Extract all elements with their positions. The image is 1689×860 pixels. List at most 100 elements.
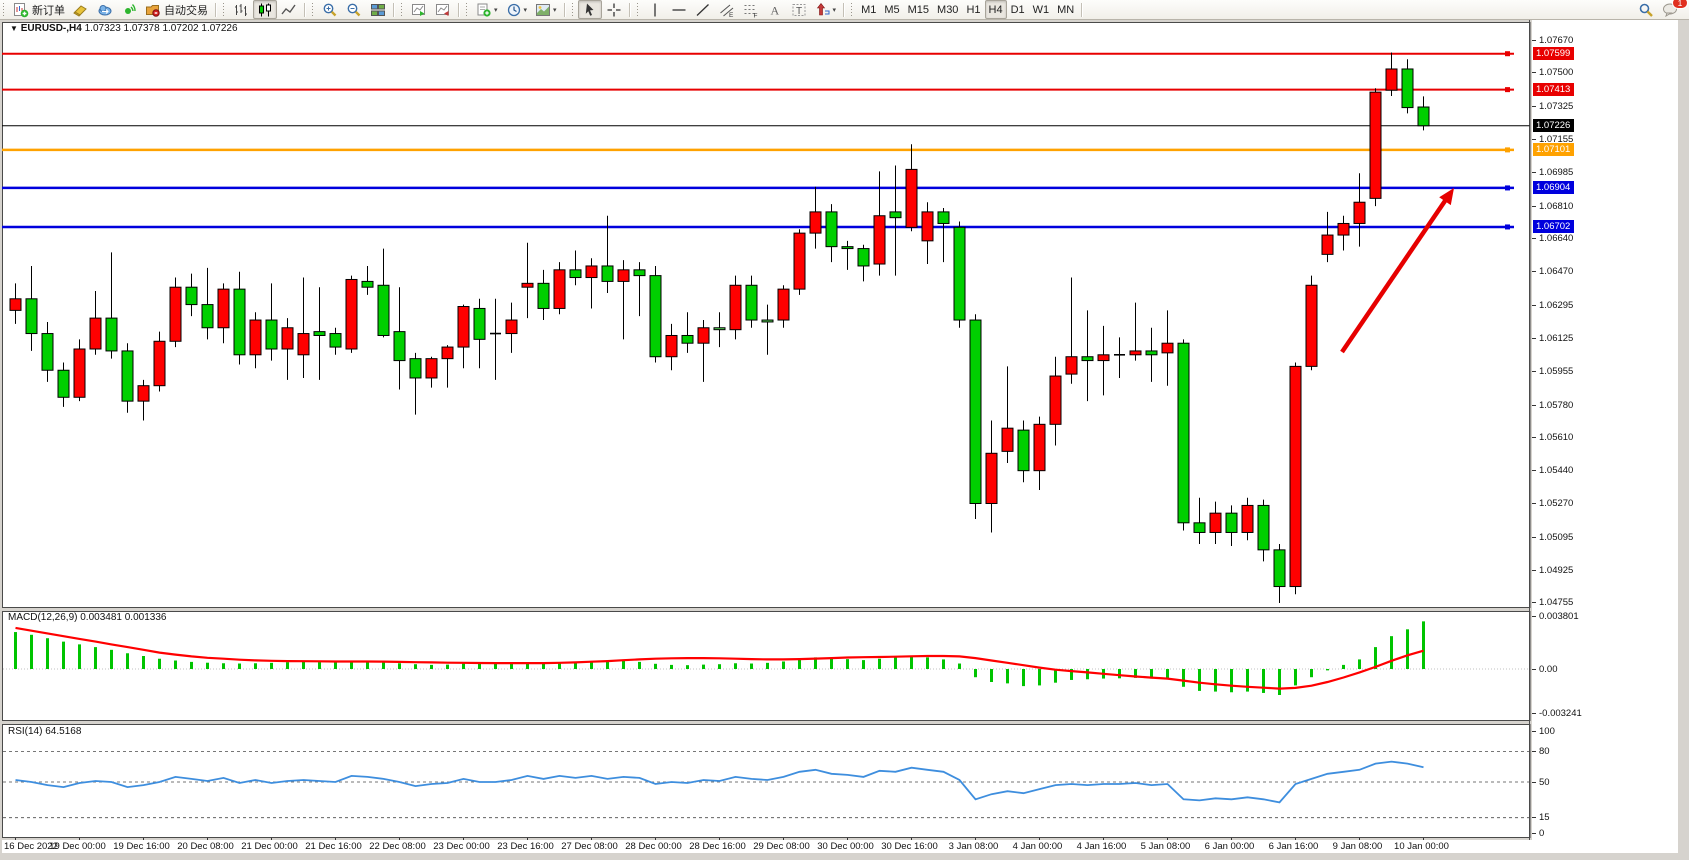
arrows-icon [816, 2, 830, 15]
timeframe-m15[interactable]: M15 [904, 0, 933, 19]
search-button[interactable] [1634, 0, 1658, 19]
chevron-down-icon[interactable]: ▾ [832, 6, 837, 14]
macd-histogram-bar [286, 662, 289, 669]
tile-windows-button[interactable] [366, 0, 390, 19]
chevron-down-icon[interactable]: ▾ [494, 6, 498, 14]
timeframe-d1[interactable]: D1 [1007, 0, 1029, 19]
toolbar-grip [2, 3, 6, 16]
signals-button[interactable] [117, 0, 141, 19]
timeframe-h4[interactable]: H4 [984, 0, 1007, 19]
bar-chart-button[interactable] [229, 0, 253, 19]
macd-histogram-bar [318, 662, 321, 669]
zoom-out-button[interactable] [342, 0, 366, 19]
price-tick [1532, 171, 1536, 173]
equidistant-channel-button[interactable]: E [715, 0, 739, 19]
chart-canvas[interactable] [2, 20, 1531, 846]
price-axis[interactable]: 1.07670 1.07500 1.07325 1.07155 1.06985 1.068… [1532, 20, 1678, 852]
timeframe-h1[interactable]: H1 [962, 0, 984, 19]
trend-arrow-line[interactable] [1340, 196, 1449, 354]
macd-histogram-bar [990, 669, 993, 682]
fibonacci-button[interactable]: F [739, 0, 763, 19]
macd-histogram-bar [1038, 669, 1041, 686]
candle-body [169, 286, 182, 342]
time-axis-label: 27 Dec 08:00 [561, 841, 618, 852]
price-tick [1532, 730, 1536, 732]
macd-histogram-bar [206, 662, 209, 669]
text-label-icon: T [792, 3, 806, 17]
timeframe-mn[interactable]: MN [1053, 0, 1078, 19]
macd-histogram-bar [974, 669, 977, 678]
candle-body [537, 282, 550, 309]
market-watch-button[interactable] [93, 0, 117, 19]
timeframe-m5[interactable]: M5 [880, 0, 903, 19]
vertical-line-button[interactable] [643, 0, 667, 19]
chart-forward-icon [412, 3, 425, 16]
candle-body [1193, 522, 1206, 533]
text-label-button[interactable]: T [787, 0, 811, 19]
time-axis-label: 30 Dec 00:00 [817, 841, 874, 852]
macd-histogram-bar [446, 664, 449, 669]
main-panel[interactable] [2, 22, 1531, 608]
macd-histogram-bar [606, 660, 609, 669]
cursor-button[interactable] [577, 0, 602, 19]
text-button[interactable]: A [763, 0, 787, 19]
line-handle[interactable] [1505, 147, 1510, 153]
text-icon: A [770, 3, 779, 17]
chevron-down-icon[interactable]: ▾ [523, 6, 528, 14]
time-axis-label: 29 Dec 08:00 [753, 841, 810, 852]
metaeditor-button[interactable] [69, 0, 93, 19]
price-tick [1532, 205, 1536, 207]
new-chart-button[interactable]: ▾ [472, 0, 502, 19]
notifications-button[interactable]: 1 [1658, 0, 1688, 19]
macd-histogram-bar [334, 662, 337, 669]
timeframe-m15-label: M15 [907, 3, 930, 16]
price-axis-label: 1.05780 [1539, 399, 1574, 411]
candlestick-chart-button[interactable] [253, 0, 277, 19]
toolbar-separator [458, 2, 460, 17]
macd-histogram-bar [686, 665, 689, 669]
templates-button[interactable]: ▾ [531, 0, 561, 19]
candle-body [1401, 68, 1414, 109]
macd-histogram-bar [1310, 669, 1313, 678]
line-handle[interactable] [1505, 51, 1510, 57]
chevron-down-icon[interactable]: ▾ [553, 6, 557, 14]
timeframe-m1[interactable]: M1 [857, 0, 880, 19]
trend-arrow-head[interactable] [1439, 188, 1454, 206]
autotrading-button[interactable]: 自动交易 [141, 0, 212, 19]
line-handle[interactable] [1505, 224, 1510, 230]
macd-histogram-bar [158, 658, 161, 669]
toolbar-separator [393, 2, 395, 17]
line-handle[interactable] [1505, 87, 1510, 93]
price-tick [1532, 271, 1536, 273]
arrows-button[interactable]: ▾ [811, 0, 841, 19]
time-axis[interactable]: 16 Dec 2022 19 Dec 00:00 19 Dec 16:00 20 De… [2, 840, 1678, 853]
chart-shift-button[interactable] [431, 0, 455, 19]
auto-scroll-button[interactable] [407, 0, 431, 19]
macd-histogram-bar [798, 659, 801, 669]
candle-body [937, 211, 950, 224]
horizontal-line-button[interactable] [667, 0, 691, 19]
crosshair-button[interactable] [602, 0, 626, 19]
macd-histogram-bar [1086, 669, 1089, 680]
new-order-button[interactable]: 新订单 [9, 0, 69, 19]
line-chart-button[interactable] [277, 0, 301, 19]
toolbar-grip [635, 3, 640, 16]
macd-histogram-bar [126, 653, 129, 669]
price-tick [1532, 616, 1536, 618]
line-handle[interactable] [1505, 185, 1510, 191]
trendline-button[interactable] [691, 0, 715, 19]
price-tick [1532, 602, 1536, 604]
periods-button[interactable]: ▾ [502, 0, 532, 19]
timeframe-w1[interactable]: W1 [1029, 0, 1054, 19]
candle-body [617, 269, 630, 282]
zoom-in-button[interactable] [318, 0, 342, 19]
timeframe-h4-label: H4 [988, 3, 1003, 16]
candle-body [649, 275, 662, 358]
rsi-axis-label: 100 [1539, 725, 1555, 737]
candle-body [329, 333, 342, 348]
macd-histogram-bar [14, 632, 17, 669]
macd-signal-line [15, 626, 1424, 690]
timeframe-m30[interactable]: M30 [933, 0, 962, 19]
macd-histogram-bar [1182, 669, 1185, 687]
macd-histogram-bar [478, 663, 481, 669]
